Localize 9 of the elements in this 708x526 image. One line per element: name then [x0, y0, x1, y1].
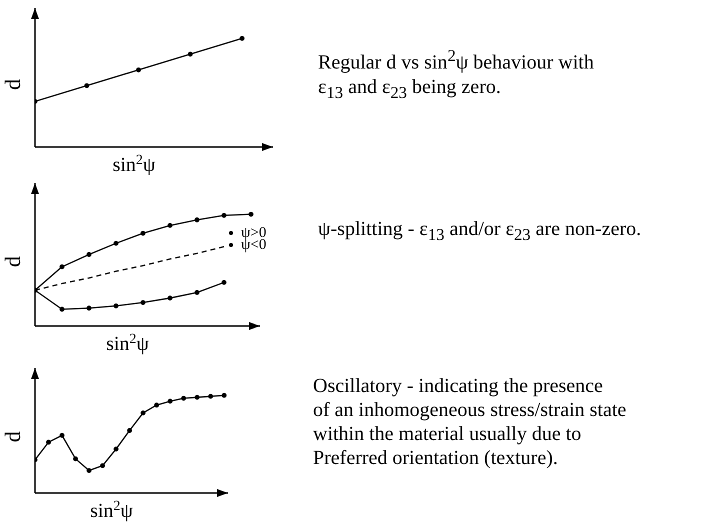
x-axis-title: sin$^{2}$ψ — [90, 498, 134, 522]
x-axis-title: sin$^{2}$ψ — [112, 152, 156, 176]
y-axis-title: d — [0, 78, 25, 90]
text: Regular d vs sin$^{2}$ψ behaviour with ε$_{13}$ and ε$_{23}$ being zero. — [318, 46, 594, 102]
y-axis-title: d — [0, 256, 25, 268]
text: Oscillatory - indicating the presence of an inhomogeneous stress/strain state within the material usually due to Preferred orientation (texture). — [313, 374, 626, 470]
text: ψ-splitting - ε$_{13}$ and/or ε$_{23}$ are non-zero. — [318, 217, 642, 246]
x-axis-title: sin$^{2}$ψ — [106, 332, 150, 355]
y-axis-title: d — [0, 431, 25, 442]
